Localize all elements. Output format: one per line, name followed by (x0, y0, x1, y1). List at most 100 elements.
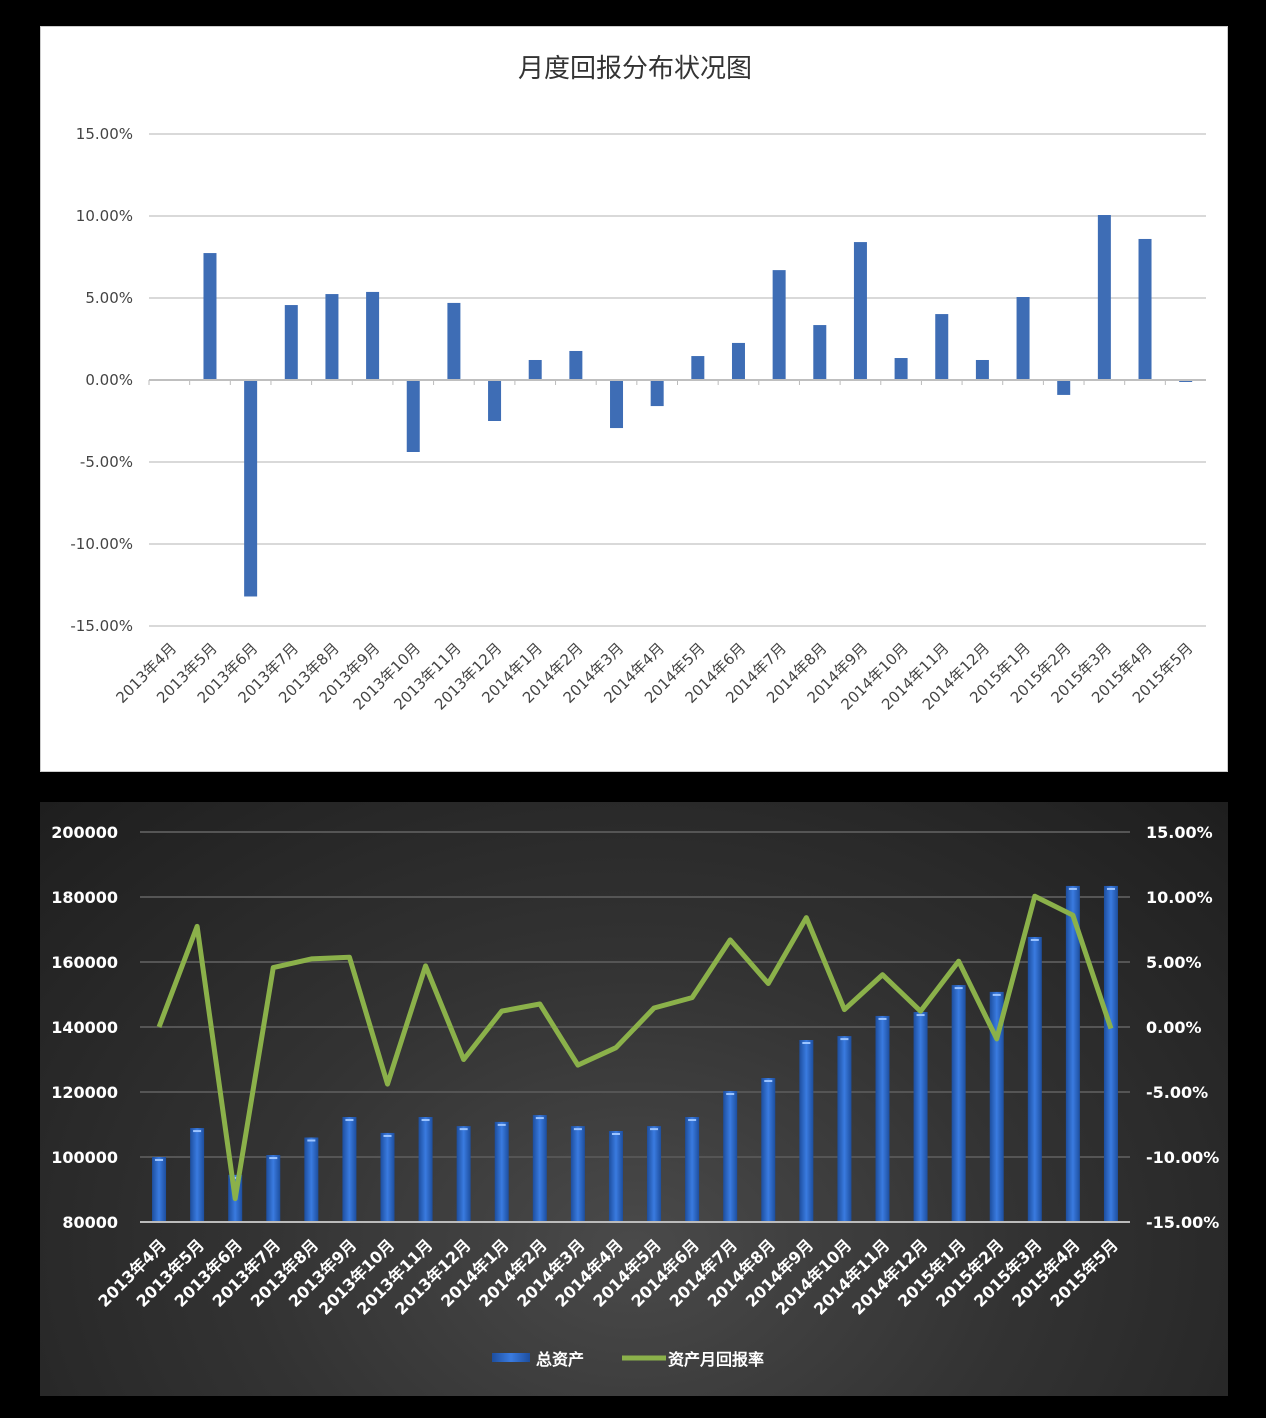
y-right-tick-label: 15.00% (1146, 823, 1213, 842)
bar-2014年10月 (894, 358, 908, 380)
bar-2014年12月 (975, 359, 989, 380)
y-right-tick-label: 5.00% (1146, 953, 1202, 972)
total-assets-chart: 200000 15.00% 180000 10.00% 160000 5.00% 14000… (40, 802, 1228, 1396)
bar-2014年6月 (731, 342, 745, 380)
y-left-tick-label: 100000 (51, 1148, 118, 1167)
asset-bar-2015年1月 (951, 985, 966, 1222)
asset-bar-cap (611, 1133, 620, 1135)
legend-bar-swatch (492, 1353, 530, 1362)
asset-bar-cap (726, 1093, 735, 1096)
bar-2013年5月 (203, 253, 217, 380)
asset-bar-cap (459, 1128, 468, 1131)
bar-2013年11月 (447, 302, 461, 380)
asset-bar-2014年10月 (837, 1036, 852, 1222)
y-right-tick-label: 10.00% (1146, 888, 1213, 907)
asset-bar-cap (916, 1014, 925, 1017)
bar-2014年4月 (650, 380, 664, 407)
y-tick-label: 5.00% (85, 289, 133, 307)
asset-bar-2014年7月 (723, 1091, 738, 1222)
asset-bar-cap (992, 993, 1001, 996)
asset-bar-2014年9月 (799, 1040, 814, 1222)
asset-bar-cap (383, 1134, 392, 1137)
asset-bar-2013年11月 (418, 1117, 433, 1222)
asset-bar-cap (535, 1117, 544, 1120)
asset-bar-2014年11月 (875, 1015, 890, 1222)
asset-bar-cap (421, 1119, 430, 1122)
asset-bar-2015年2月 (989, 991, 1004, 1222)
asset-bar-cap (954, 987, 963, 990)
y-right-tick-label: 0.00% (1146, 1018, 1202, 1037)
asset-bar-2013年10月 (380, 1132, 395, 1222)
asset-bar-cap (307, 1139, 316, 1142)
asset-bar-cap (193, 1130, 202, 1133)
asset-bar-2013年7月 (266, 1155, 281, 1222)
y-tick-label: -5.00% (80, 453, 133, 471)
bar-2014年1月 (528, 359, 542, 380)
asset-bar-2014年3月 (570, 1126, 585, 1222)
asset-bar-cap (878, 1017, 887, 1020)
bar-2013年10月 (406, 380, 420, 452)
asset-bar-cap (1068, 887, 1077, 890)
asset-bar-2014年5月 (647, 1126, 662, 1222)
asset-bar-2015年5月 (1103, 885, 1118, 1222)
asset-bar-2014年6月 (685, 1117, 700, 1222)
y-left-tick-label: 80000 (62, 1213, 118, 1232)
asset-bar-cap (345, 1119, 354, 1122)
bar-2014年11月 (935, 314, 949, 380)
asset-bar-cap (1030, 938, 1039, 941)
asset-bar-2014年4月 (608, 1131, 623, 1222)
y-left-tick-label: 140000 (51, 1018, 118, 1037)
asset-bar-2013年9月 (342, 1117, 357, 1222)
y-right-tick-label: -5.00% (1146, 1083, 1208, 1102)
bar-2014年5月 (691, 356, 705, 380)
bar-2013年7月 (284, 305, 298, 380)
y-tick-label: -15.00% (70, 617, 133, 635)
asset-bar-2013年5月 (190, 1128, 205, 1222)
y-left-tick-label: 120000 (51, 1083, 118, 1102)
total-assets-svg: 200000 15.00% 180000 10.00% 160000 5.00% 14000… (51, 823, 1219, 1369)
y-tick-label: 0.00% (85, 371, 133, 389)
bar-2015年2月 (1057, 380, 1071, 395)
asset-bar-2014年12月 (913, 1012, 928, 1222)
y-left-tick-label: 180000 (51, 888, 118, 907)
asset-bar-cap (269, 1157, 278, 1160)
asset-bar-2013年12月 (456, 1126, 471, 1222)
asset-bar-2015年4月 (1065, 885, 1080, 1222)
asset-bar-cap (802, 1042, 811, 1044)
asset-bar-2013年8月 (304, 1137, 319, 1222)
bar-2013年9月 (366, 291, 380, 380)
asset-bar-cap (1106, 887, 1115, 890)
bar-2013年8月 (325, 294, 339, 380)
asset-bar-cap (650, 1128, 659, 1131)
legend-label-total-assets: 总资产 (536, 1350, 584, 1369)
legend-label-return-rate: 资产月回报率 (668, 1350, 764, 1369)
asset-bar-cap (688, 1119, 697, 1122)
y-right-tick-label: -10.00% (1146, 1148, 1219, 1167)
asset-bar-cap (840, 1038, 849, 1041)
bar-2014年7月 (772, 270, 786, 380)
y-tick-label: -10.00% (70, 535, 133, 553)
y-tick-label: 15.00% (76, 125, 133, 143)
y-left-tick-label: 200000 (51, 823, 118, 842)
asset-bar-2015年3月 (1027, 936, 1042, 1222)
y-left-tick-label: 160000 (51, 953, 118, 972)
bar-2013年12月 (488, 380, 502, 421)
asset-bar-cap (155, 1159, 164, 1161)
asset-bar-2014年2月 (532, 1115, 547, 1222)
y-tick-label: 10.00% (76, 207, 133, 225)
asset-bar-cap (497, 1123, 506, 1126)
asset-bar-cap (231, 1176, 240, 1179)
bar-2014年3月 (610, 380, 624, 429)
y-right-tick-label: -15.00% (1146, 1213, 1219, 1232)
bar-2014年8月 (813, 325, 827, 380)
bar-2014年9月 (853, 242, 867, 380)
chart-title: 月度回报分布状况图 (518, 54, 752, 84)
return-line (156, 893, 1114, 1202)
bar-2014年2月 (569, 350, 583, 380)
asset-bar-2013年4月 (152, 1157, 167, 1222)
monthly-return-chart: 月度回报分布状况图 15.00% 10.00% 5.00% 0.00% -5.00% -10… (40, 26, 1228, 772)
bar-2015年1月 (1016, 297, 1030, 380)
bar-2013年6月 (244, 380, 258, 597)
bar-2015年3月 (1097, 215, 1111, 380)
asset-bar-2014年8月 (761, 1078, 776, 1222)
